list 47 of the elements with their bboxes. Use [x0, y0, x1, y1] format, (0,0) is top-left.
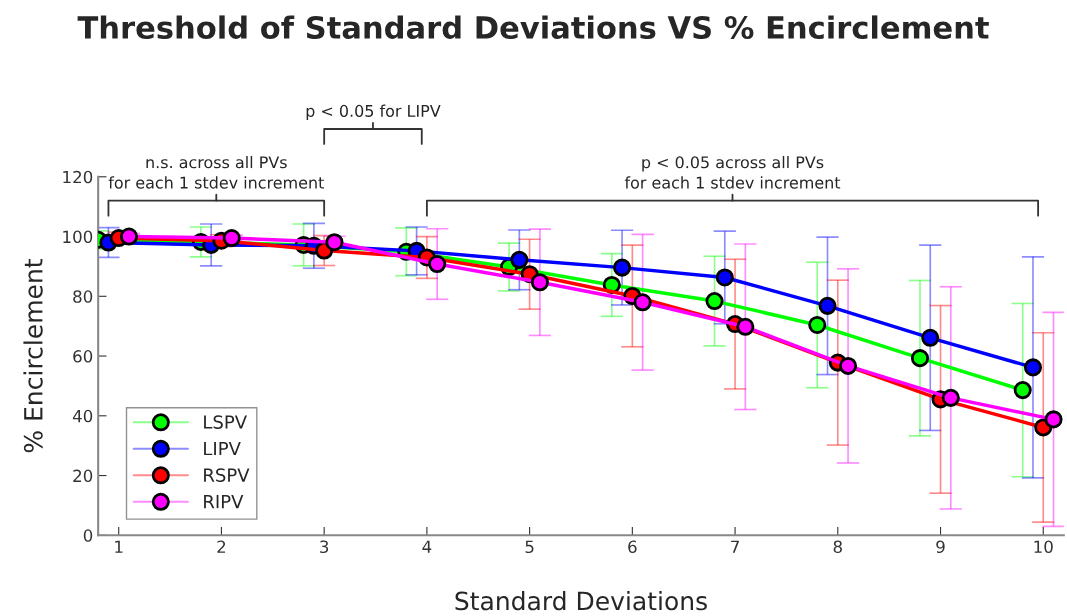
point	[715, 268, 734, 287]
point	[428, 255, 447, 274]
y-tick-label: 0	[83, 529, 93, 542]
x-tick-label: 4	[422, 540, 432, 553]
point	[530, 273, 549, 292]
y-axis-title: % Encirclement	[23, 259, 43, 453]
point	[1013, 381, 1032, 400]
legend-label: LIPV	[204, 441, 241, 456]
x-tick-label: 6	[628, 540, 637, 554]
y-tick-label: 100	[63, 230, 93, 244]
legend-label: LSPV	[204, 415, 247, 429]
y-tick-label: 60	[73, 350, 93, 363]
point	[910, 349, 930, 368]
point	[818, 296, 837, 315]
x-tick-label: 9	[936, 540, 945, 554]
point	[736, 317, 755, 336]
point	[325, 233, 344, 252]
annotation: n.s. across all PVs for each 1 stdev increment	[108, 155, 324, 189]
point	[941, 388, 960, 407]
x-tick-label: 3	[320, 540, 329, 554]
point	[921, 328, 940, 347]
point	[613, 258, 632, 277]
y-tick-label: 80	[73, 290, 93, 303]
legend-label: RIPV	[204, 494, 244, 509]
x-tick-label: 5	[525, 540, 534, 554]
annotation: p < 0.05 across all PVs for each 1 stdev increment	[624, 155, 841, 189]
x-tick-label: 7	[731, 540, 739, 553]
point	[222, 229, 241, 248]
point	[510, 250, 529, 269]
text: p < 0.05 for LIPV	[306, 104, 441, 121]
x-axis-title: Standard Deviations	[455, 591, 707, 611]
chart-title: Threshold of Standard Deviations VS % Encirclement	[77, 15, 989, 40]
x-tick-label: 10	[1034, 540, 1053, 554]
y-tick-label: 20	[73, 469, 93, 483]
x-tick-label: 8	[833, 540, 842, 554]
y-tick-label: 120	[63, 170, 93, 184]
point	[633, 293, 652, 312]
x-tick-label: 2	[217, 540, 226, 553]
legend-label: RSPV	[204, 468, 250, 482]
point	[119, 227, 139, 246]
point	[1044, 410, 1063, 429]
point	[1023, 358, 1043, 377]
y-tick-label: 40	[72, 409, 93, 423]
point	[839, 356, 858, 375]
point	[808, 315, 827, 335]
x-tick-label: 1	[115, 540, 123, 553]
point	[705, 292, 724, 311]
